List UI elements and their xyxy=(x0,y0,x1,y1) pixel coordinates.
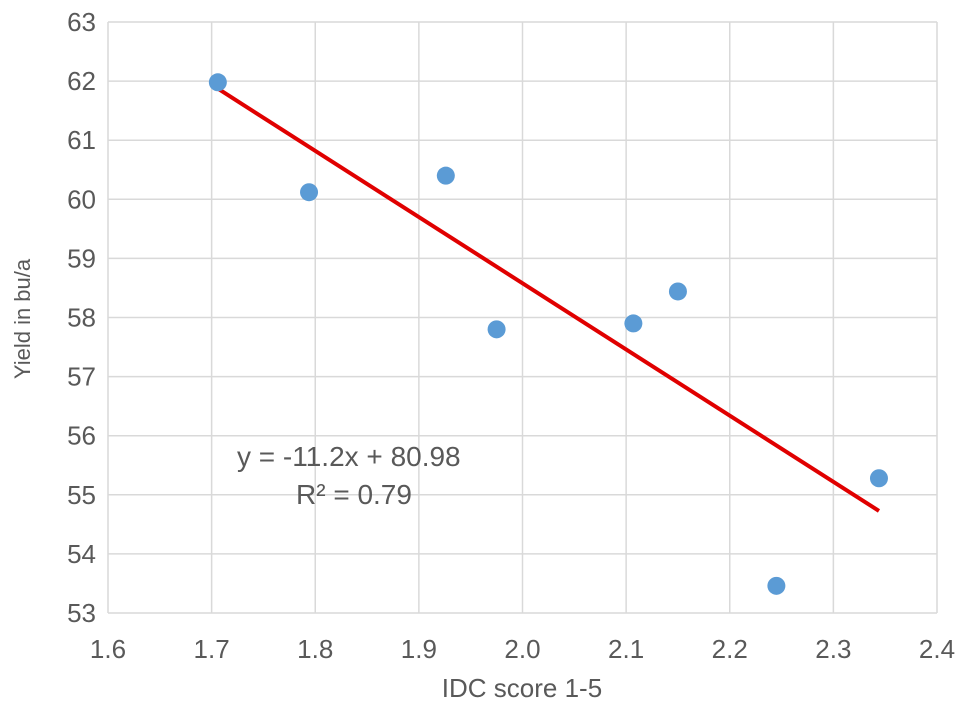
data-point xyxy=(767,576,786,595)
y-tick-label: 63 xyxy=(67,7,96,37)
y-tick-label: 53 xyxy=(67,598,96,628)
x-tick-label: 2.4 xyxy=(919,634,955,664)
y-tick-label: 60 xyxy=(67,184,96,214)
x-axis-ticks: 1.6 1.7 1.8 1.9 2.0 2.1 2.2 2.3 2.4 xyxy=(90,634,955,664)
data-points xyxy=(208,73,888,595)
data-point xyxy=(869,469,888,488)
y-tick-label: 58 xyxy=(67,303,96,333)
y-tick-label: 55 xyxy=(67,480,96,510)
data-point xyxy=(436,166,455,185)
trendline-equation: y = -11.2x + 80.98 xyxy=(237,441,461,472)
data-point xyxy=(668,282,687,301)
data-point xyxy=(487,320,506,339)
data-point xyxy=(208,73,227,92)
gridlines xyxy=(107,21,938,614)
y-tick-label: 57 xyxy=(67,362,96,392)
x-tick-label: 2.0 xyxy=(504,634,540,664)
y-axis-ticks: 53 54 55 56 57 58 59 60 61 62 63 xyxy=(67,7,96,628)
y-tick-label: 62 xyxy=(67,66,96,96)
y-tick-label: 54 xyxy=(67,539,96,569)
r-squared-label: R² = 0.79 xyxy=(296,479,412,510)
x-tick-label: 2.2 xyxy=(712,634,748,664)
x-tick-label: 2.3 xyxy=(815,634,851,664)
y-axis-title: Yield in bu/a xyxy=(10,258,35,379)
y-tick-label: 56 xyxy=(67,421,96,451)
trendline xyxy=(216,86,881,513)
x-tick-label: 1.7 xyxy=(194,634,230,664)
x-tick-label: 1.8 xyxy=(297,634,333,664)
x-tick-label: 1.9 xyxy=(401,634,437,664)
y-tick-label: 61 xyxy=(67,125,96,155)
data-point xyxy=(624,314,643,333)
data-point xyxy=(300,183,319,202)
x-tick-label: 2.1 xyxy=(608,634,644,664)
x-axis-title: IDC score 1-5 xyxy=(442,673,602,702)
x-tick-label: 1.6 xyxy=(90,634,126,664)
y-tick-label: 59 xyxy=(67,243,96,273)
